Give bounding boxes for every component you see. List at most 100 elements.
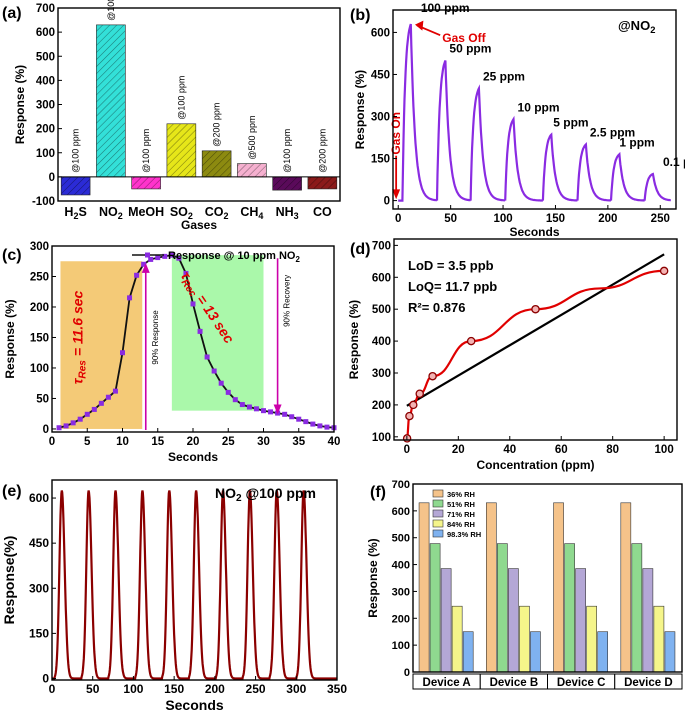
panel-c-point [268,409,274,415]
panel-c-ytick-label: 100 [30,363,49,375]
panel-a-ytick-label: 400 [36,75,55,87]
panel-c-xtick-label: 20 [187,436,200,448]
panel-b-title-part: @NO [618,18,650,33]
panel-c-point [253,406,259,412]
panel-b-gas-off-arrowhead [415,20,424,31]
panel-a-category-label: NO2 [99,205,123,221]
panel-d-point [659,266,669,276]
panel-a-category-label-part: CH [240,205,258,219]
panel-e-label: (e) [2,483,22,500]
panel-d-linear-fit [406,253,665,407]
panel-a-concentration-label: @500 ppm [247,115,257,159]
panel-d-annotation: LoQ= 11.7 ppb [408,279,497,294]
panel-c-point [112,388,118,394]
panel-b-gas-off-label: Gas Off [442,31,486,45]
panel-a-category-label: CH4 [240,205,263,221]
panel-a-ytick-label: 300 [36,100,55,112]
panel-c-point [127,295,133,301]
panel-a-category-label: CO2 [205,205,229,221]
panel-c-point [183,270,189,276]
panel-f-category-label: Device C [557,677,606,689]
panel-a-category-label-part: 2 [118,211,123,221]
panel-c-point [218,380,224,386]
panel-d-ytick-label: 500 [372,304,391,316]
panel-c-point [303,419,309,425]
panel-c-xtick-label: 0 [49,436,55,448]
panel-f-bar [597,631,608,673]
panel-e-xtick-label: 200 [205,682,225,696]
panel-f-legend-swatch [432,499,444,508]
panel-f-legend-swatch [432,529,444,538]
panel-f-bar [429,543,441,673]
panel-a-category-label: H2S [64,205,86,221]
panel-c: (c) 90% Response 90% Recovery τRes = 11.6 s… [2,241,340,464]
panel-f-bar [519,605,530,673]
panel-b-concentration-label: 2.5 ppm [590,126,635,140]
panel-f-ytick-label: 200 [392,613,410,625]
panel-a-category-label-part: 4 [258,211,263,221]
panel-a-ytick-label: 600 [36,27,55,39]
panel-d-xtick-label: 100 [655,444,674,456]
panel-c-point [56,425,62,431]
panel-a-ytick-label: 100 [36,148,55,160]
panel-f-category-label: Device D [624,677,673,689]
panel-b-label: (b) [350,7,370,24]
panel-b-response-line [398,23,671,202]
panel-f-legend-label: 51% RH [447,500,475,509]
panel-f-ytick-label: 500 [392,533,410,545]
panel-c-xtick-label: 5 [84,436,91,448]
panel-c-point [169,252,175,258]
panel-f-ytick-label: 100 [392,640,410,652]
panel-e-frame [51,479,338,681]
panel-f-bar [440,568,452,673]
panel-f-ytick-label: 300 [392,586,410,598]
panel-c-response-time-part: Res [77,360,88,379]
panel-b-concentration-label: 100 ppm [421,1,470,15]
panel-a-bar [60,176,91,196]
panel-d-point [415,389,424,398]
panel-c-ytick-label: 250 [30,271,49,283]
panel-f-legend-swatch [432,489,444,498]
panel-e-response-line [52,490,337,680]
panel-b-concentration-label: 1 ppm [619,135,654,149]
panel-c-ytick-label: 50 [36,393,49,405]
panel-a-category-label-part: MeOH [128,205,164,219]
panel-b-concentration-label: 10 ppm [518,100,560,114]
panel-b-xlabel: Seconds [509,225,559,239]
panel-e-xtick-label: 250 [246,682,266,696]
panel-e-xtick-label: 100 [123,682,143,696]
panel-e-xlabel: Seconds [165,697,224,713]
panel-c-response-arrowhead [141,263,150,273]
panel-a-concentration-label: @100 ppm [176,76,186,120]
panel-c-point [176,255,182,261]
panel-c-point [324,424,330,430]
panel-c-label: (c) [2,247,22,264]
panel-f-legend-label: 98.3% RH [447,530,481,539]
panel-c-point [155,255,161,261]
panel-c-ytick-label: 300 [30,241,49,253]
panel-f-ytick-label: 700 [392,479,410,491]
panel-c-point [190,301,196,307]
panel-b-ytick-label: 0 [384,196,390,208]
panel-d-point [409,400,418,410]
panel-a-concentration-label: @200 ppm [317,129,327,173]
panel-f-legend-swatch [432,519,444,528]
panel-a-bar [131,176,161,190]
panel-a-category-label: CO [313,205,332,219]
panel-c-point [239,402,245,408]
panel-b-title-part: 2 [650,25,655,35]
panel-f-bar [575,568,586,673]
panel-e-ytick-label: 0 [42,671,49,685]
panel-f-bar [497,543,508,673]
panel-c-legend-text: Response @ 10 ppm NO2 [168,250,300,264]
panel-c-point [225,389,231,395]
panel-a-category-label-part: CO [205,205,224,219]
panel-d-point [466,336,476,346]
panel-d-ytick-label: 600 [372,272,391,284]
panel-e-xtick-label: 50 [86,682,100,696]
panel-b-xtick-label: 50 [444,213,457,225]
panel-d-frame [393,238,678,441]
panel-f-bar [653,605,665,673]
panel-f-legend-label: 71% RH [447,510,475,519]
